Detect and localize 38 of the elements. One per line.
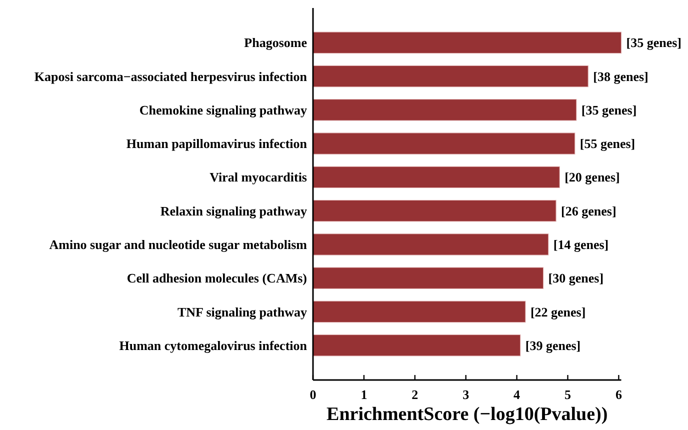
x-tick-label: 2 bbox=[412, 387, 418, 402]
annotation: [35 genes] bbox=[581, 102, 637, 118]
bar bbox=[312, 65, 588, 88]
y-tick-label: Amino sugar and nucleotide sugar metabolism bbox=[49, 237, 308, 252]
y-tick-label: TNF signaling pathway bbox=[177, 304, 308, 320]
x-tick-label: 5 bbox=[564, 387, 572, 402]
bar bbox=[312, 99, 577, 121]
annotation: [20 genes] bbox=[564, 170, 620, 185]
annotation: [35 genes] bbox=[626, 35, 682, 50]
annotation: [14 genes] bbox=[553, 237, 609, 252]
x-tick-label: 3 bbox=[462, 387, 470, 402]
bar bbox=[312, 267, 544, 289]
x-tick-label: 6 bbox=[615, 387, 622, 402]
y-tick-label: Phagosome bbox=[244, 35, 308, 50]
annotation: [39 genes] bbox=[525, 338, 581, 353]
annotation: [30 genes] bbox=[548, 270, 604, 286]
y-tick-label: Human papillomavirus infection bbox=[126, 136, 308, 152]
annotation: [38 genes] bbox=[593, 68, 648, 84]
bar bbox=[312, 234, 549, 256]
y-tick-label: Cell adhesion molecules (CAMs) bbox=[126, 270, 307, 286]
annotation: [22 genes] bbox=[530, 304, 586, 320]
y-tick-label: Human cytomegalovirus infection bbox=[119, 338, 308, 353]
bar bbox=[312, 166, 560, 188]
x-tick-label: 1 bbox=[360, 387, 368, 402]
annotation: [55 genes] bbox=[580, 136, 636, 152]
bar bbox=[312, 132, 576, 154]
y-tick-label: Kaposi sarcoma−associated herpesvirus infection bbox=[34, 68, 308, 84]
bar bbox=[312, 300, 526, 323]
x-tick-label: 0 bbox=[310, 387, 316, 402]
y-tick-label: Chemokine signaling pathway bbox=[139, 102, 308, 118]
annotation: [26 genes] bbox=[561, 203, 616, 218]
bar bbox=[312, 334, 521, 356]
bar bbox=[312, 200, 556, 222]
y-tick-label: Relaxin signaling pathway bbox=[160, 203, 308, 218]
x-tick-label: 4 bbox=[514, 387, 521, 402]
bar bbox=[312, 32, 622, 54]
x-axis-title: EnrichmentScore (−log10(Pvalue)) bbox=[326, 404, 608, 425]
y-tick-label: Viral myocarditis bbox=[210, 170, 307, 185]
